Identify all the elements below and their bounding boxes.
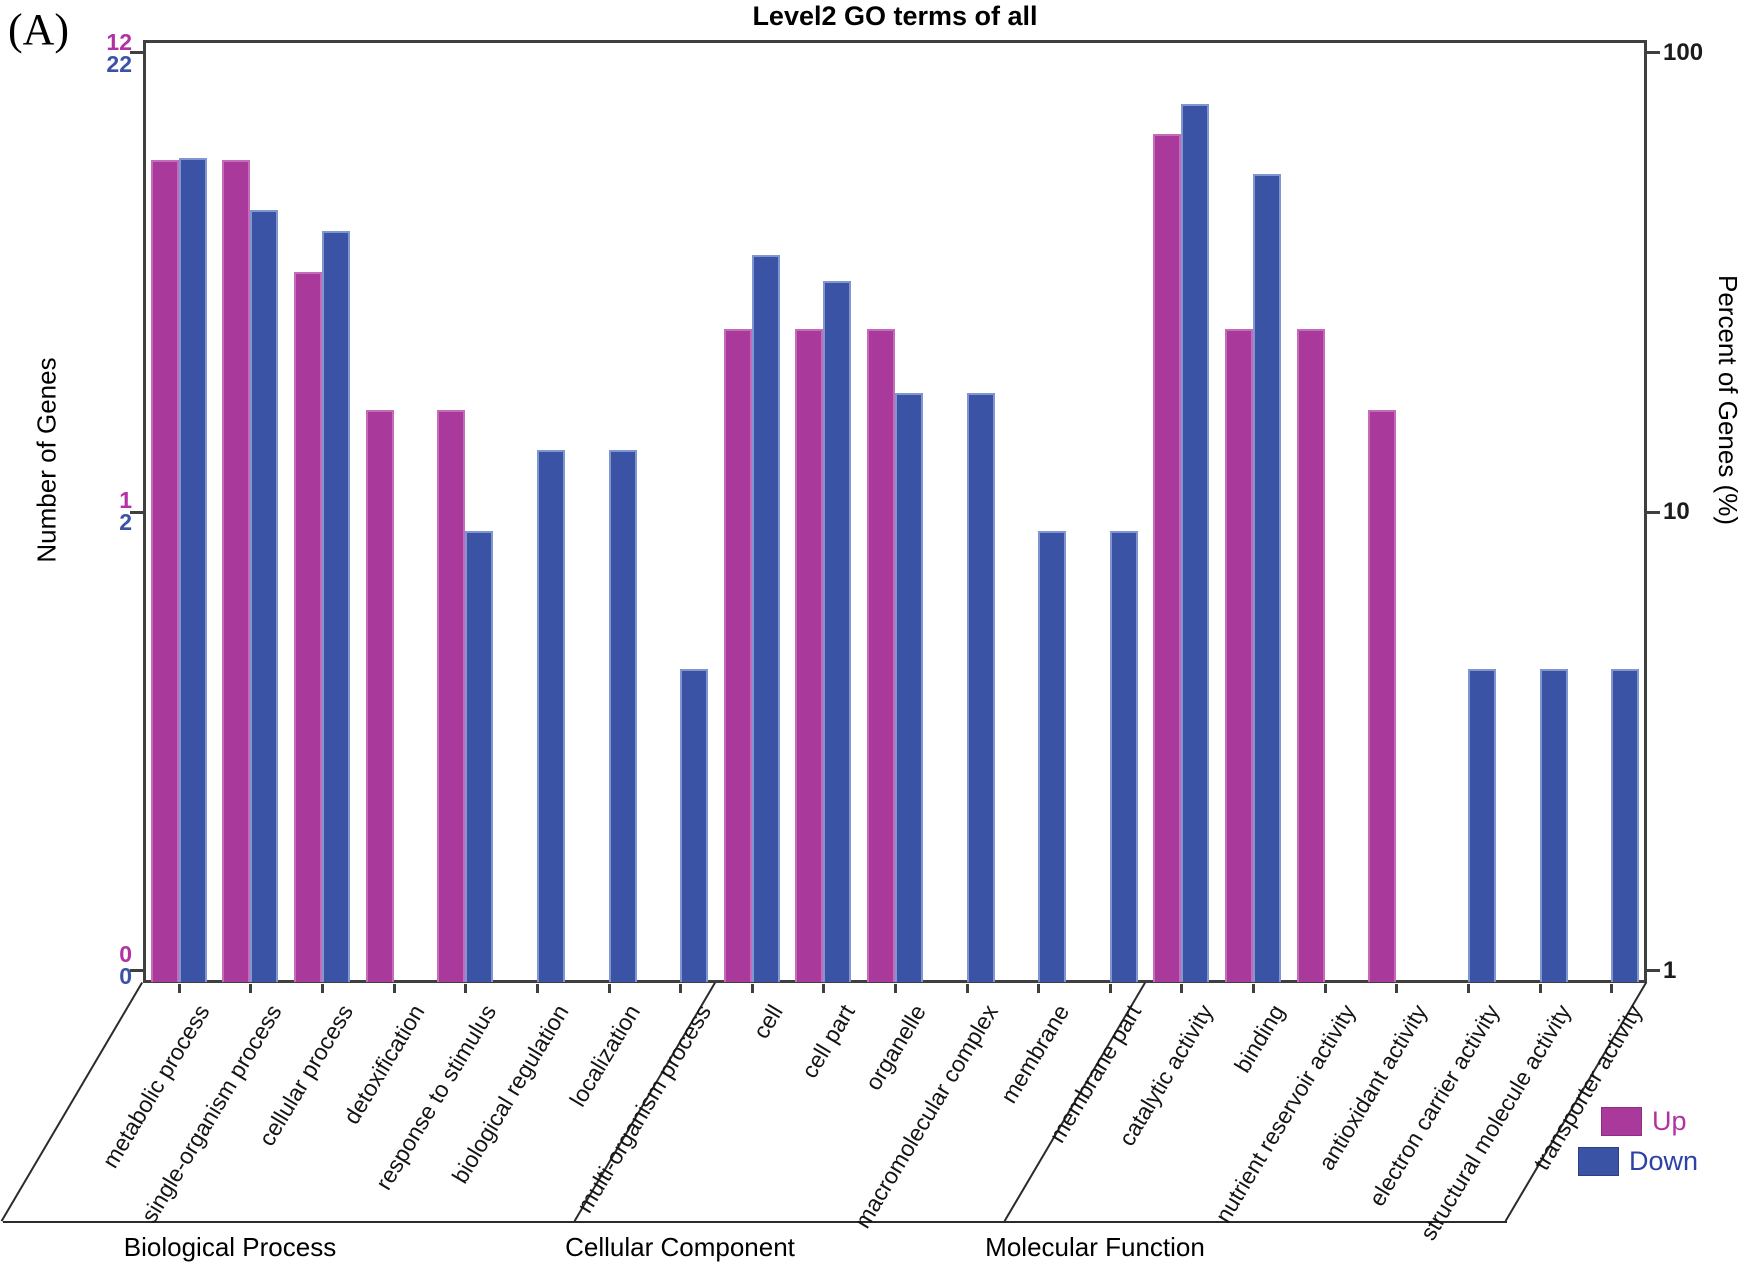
left-tick-down-100pct: 22	[106, 51, 132, 77]
x-axis-tick-mark	[965, 984, 969, 993]
left-tick-down-10pct: 2	[119, 509, 132, 535]
x-axis-tick-mark	[535, 984, 539, 993]
right-axis-title: Percent of Genes (%)	[1713, 275, 1743, 525]
left-axis-tick-bottom: 0 0	[72, 941, 132, 989]
left-tick-down-1pct: 0	[119, 963, 132, 989]
bar-down	[250, 210, 279, 982]
bar-up	[867, 329, 895, 982]
bar-down	[1467, 668, 1496, 982]
x-axis-tick-mark	[679, 984, 683, 993]
x-axis-tick-mark	[607, 984, 611, 993]
x-axis-tick-mark	[249, 984, 253, 993]
x-tick-label: localization	[563, 1000, 645, 1111]
x-axis-tick-mark	[1538, 984, 1542, 993]
panel-label: (A)	[8, 5, 70, 54]
x-axis-tick-mark	[1252, 984, 1256, 993]
legend-swatch-down	[1578, 1147, 1619, 1176]
right-axis-tick-mark	[1647, 969, 1660, 972]
domain-separator-line	[0, 981, 144, 1222]
right-tick-10: 10	[1663, 498, 1690, 525]
group-label-molecular-function: Molecular Function	[985, 1232, 1205, 1262]
x-axis-tick-mark	[177, 984, 181, 993]
legend-item-up: Up	[1601, 1106, 1687, 1137]
x-axis-tick-mark	[1037, 984, 1041, 993]
x-axis-tick-mark	[822, 984, 826, 993]
bar-down	[465, 531, 494, 982]
right-axis-tick-mark	[1647, 51, 1660, 54]
bar-up	[222, 160, 251, 982]
bar-down	[322, 231, 351, 982]
bar-down	[1539, 668, 1568, 982]
bar-down	[1038, 531, 1067, 982]
left-tick-up-100pct: 12	[106, 29, 132, 55]
bar-up	[294, 272, 323, 982]
group-label-biological-process: Biological Process	[123, 1232, 337, 1262]
left-tick-up-10pct: 1	[119, 487, 132, 513]
x-axis-tick-mark	[1323, 984, 1327, 993]
bar-down	[536, 450, 565, 982]
bar-down	[1611, 668, 1640, 982]
group-label-cellular-component: Cellular Component	[565, 1232, 795, 1262]
x-tick-label: nutrient reservoir activity	[1210, 1000, 1362, 1228]
bar-down	[1109, 531, 1138, 982]
x-tick-label: electron carrier activity	[1363, 1000, 1505, 1211]
x-axis-tick-mark	[1466, 984, 1470, 993]
x-tick-label: multi-organism process	[571, 1000, 717, 1218]
bar-down	[1181, 104, 1210, 982]
x-axis-tick-mark	[392, 984, 396, 993]
x-tick-label: macromolecular complex	[848, 1000, 1003, 1233]
bar-down	[751, 254, 780, 982]
bar-down	[1253, 173, 1282, 982]
right-axis-tick-mark	[1647, 511, 1660, 514]
legend-item-down: Down	[1578, 1146, 1698, 1177]
left-axis-tick-mark	[130, 511, 143, 514]
x-axis-tick-mark	[1395, 984, 1399, 993]
x-axis-tick-mark	[894, 984, 897, 993]
left-axis-tick-top: 12 22	[72, 29, 132, 77]
right-tick-1: 1	[1663, 957, 1677, 984]
x-axis-tick-mark	[1180, 984, 1184, 993]
left-axis-tick-mark	[130, 969, 143, 972]
chart-title: Level2 GO terms of all	[752, 1, 1038, 31]
category-baseline	[3, 1221, 1507, 1223]
left-tick-up-1pct: 0	[119, 941, 132, 967]
bar-up	[365, 410, 394, 982]
x-tick-label: organelle	[860, 1000, 932, 1095]
x-axis-tick-mark	[321, 984, 325, 993]
bar-down	[895, 392, 923, 982]
bar-down	[178, 157, 207, 982]
bar-up	[1368, 410, 1397, 982]
bar-down	[966, 392, 995, 982]
legend-label-down: Down	[1629, 1146, 1699, 1176]
x-axis-tick-mark	[750, 984, 754, 993]
bar-down	[823, 281, 852, 982]
x-axis-tick-mark	[1108, 984, 1112, 993]
x-tick-label: single-organism process	[136, 1000, 287, 1228]
bar-up	[1225, 329, 1254, 982]
x-tick-label: cell	[747, 1000, 789, 1043]
bar-down	[680, 668, 709, 982]
left-axis-title: Number of Genes	[31, 357, 62, 563]
bar-down	[608, 450, 637, 982]
left-axis-tick-mid: 1 2	[72, 487, 132, 535]
x-tick-label: cell part	[795, 1000, 860, 1083]
x-axis-tick-mark	[1610, 984, 1614, 993]
legend-swatch-up	[1601, 1107, 1642, 1136]
left-axis-tick-mark	[130, 51, 143, 54]
x-tick-label: membrane	[995, 1000, 1075, 1108]
bar-up	[1296, 329, 1325, 982]
bar-up	[437, 410, 466, 982]
bar-up	[795, 329, 824, 982]
bar-up	[1153, 133, 1182, 982]
legend-label-up: Up	[1652, 1106, 1687, 1136]
right-tick-100: 100	[1663, 39, 1704, 66]
bar-up	[723, 329, 752, 982]
x-axis-tick-mark	[464, 984, 468, 993]
x-tick-label: binding	[1228, 1000, 1290, 1077]
bar-up	[150, 160, 179, 982]
